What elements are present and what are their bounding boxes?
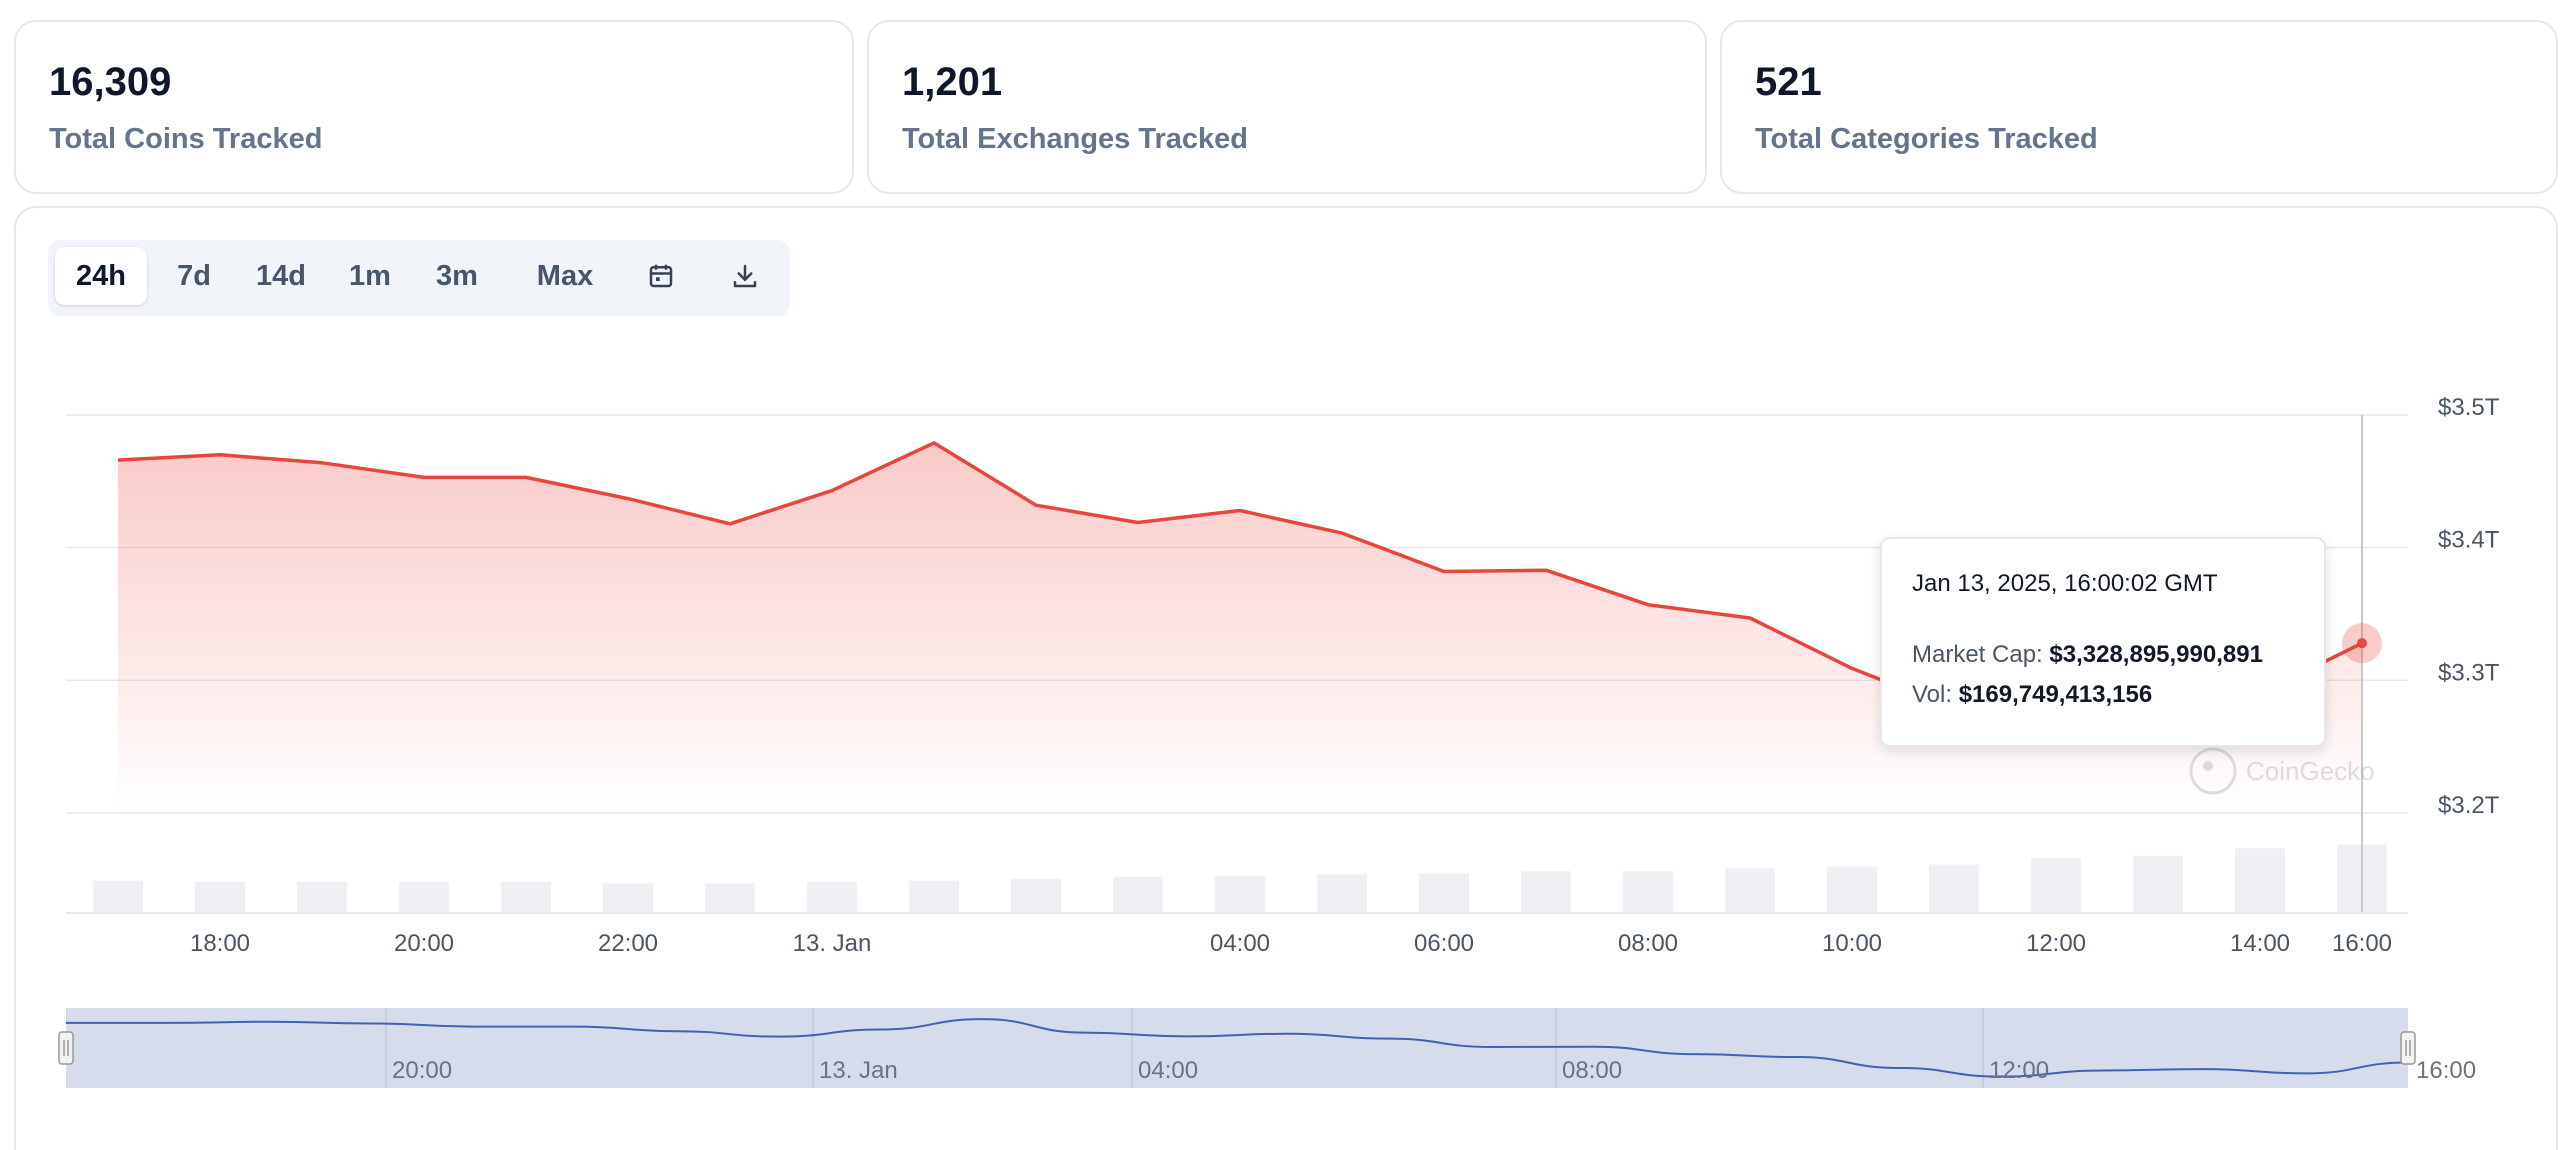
volume-bar bbox=[1215, 875, 1265, 913]
stat-card-coins: 16,309 Total Coins Tracked bbox=[14, 20, 854, 194]
volume-bar bbox=[1521, 871, 1571, 913]
x-tick-label: 20:00 bbox=[394, 930, 454, 957]
volume-bar bbox=[2235, 848, 2285, 913]
navigator-tick-label: 04:00 bbox=[1138, 1057, 1198, 1084]
volume-bar bbox=[501, 881, 551, 913]
volume-bar bbox=[1725, 868, 1775, 913]
tooltip-market-cap-label: Market Cap: bbox=[1912, 641, 2043, 668]
y-tick-label: $3.4T bbox=[2438, 527, 2500, 554]
stat-value: 16,309 bbox=[49, 60, 172, 104]
y-axis-labels: $3.5T $3.4T $3.3T $3.2T bbox=[2438, 394, 2500, 819]
volume-bar bbox=[603, 883, 653, 913]
stat-card-exchanges: 1,201 Total Exchanges Tracked bbox=[867, 20, 1707, 194]
navigator-handle-left[interactable] bbox=[58, 1031, 74, 1065]
coingecko-watermark: CoinGecko bbox=[2188, 746, 2388, 796]
x-tick-label: 14:00 bbox=[2230, 930, 2290, 957]
range-button-24h[interactable]: 24h bbox=[55, 247, 147, 305]
x-tick-label: 16:00 bbox=[2332, 930, 2392, 957]
navigator-grid bbox=[385, 1008, 1984, 1088]
range-button-max[interactable]: Max bbox=[536, 260, 594, 292]
volume-bar bbox=[1827, 866, 1877, 913]
volume-bar bbox=[909, 880, 959, 913]
navigator-labels: 20:00 13. Jan 04:00 08:00 12:00 16:00 bbox=[392, 1057, 2476, 1084]
navigator-window[interactable] bbox=[66, 1008, 2408, 1088]
volume-bar bbox=[93, 880, 143, 913]
tooltip-market-cap-value: $3,328,895,990,891 bbox=[2049, 641, 2263, 668]
x-tick-label: 12:00 bbox=[2026, 930, 2086, 957]
stat-label: Total Categories Tracked bbox=[1755, 123, 2098, 155]
tooltip-date: Jan 13, 2025, 16:00:02 GMT bbox=[1912, 570, 2218, 597]
volume-bar bbox=[1011, 878, 1061, 913]
calendar-icon[interactable] bbox=[632, 247, 690, 305]
volume-bar bbox=[1113, 876, 1163, 913]
navigator-tick-label: 16:00 bbox=[2416, 1057, 2476, 1084]
x-axis-labels: 18:00 20:00 22:00 13. Jan 04:00 06:00 08:00 10:… bbox=[190, 930, 2392, 957]
tooltip-vol-label: Vol: bbox=[1912, 681, 1953, 708]
volume-bar bbox=[297, 881, 347, 913]
tooltip-volume: Vol: $169,749,413,156 bbox=[1912, 681, 2152, 709]
navigator-tick-label: 12:00 bbox=[1989, 1057, 2049, 1084]
range-button-14d[interactable]: 14d bbox=[256, 260, 306, 292]
volume-bars bbox=[93, 844, 2387, 913]
volume-bar bbox=[1317, 874, 1367, 913]
stat-label: Total Coins Tracked bbox=[49, 123, 323, 155]
x-tick-label: 10:00 bbox=[1822, 930, 1882, 957]
volume-bar bbox=[2031, 858, 2081, 913]
volume-bar bbox=[2133, 855, 2183, 913]
y-tick-label: $3.2T bbox=[2438, 792, 2500, 819]
volume-bar bbox=[1929, 864, 1979, 913]
volume-bar bbox=[195, 881, 245, 913]
volume-bar bbox=[807, 881, 857, 913]
volume-bar bbox=[705, 883, 755, 913]
x-tick-label: 22:00 bbox=[598, 930, 658, 957]
x-tick-label: 13. Jan bbox=[793, 930, 872, 957]
coingecko-logo-icon bbox=[2189, 747, 2237, 795]
range-selector: 24h 7d 14d 1m 3m Max bbox=[48, 240, 790, 316]
market-cap-area bbox=[118, 442, 2362, 813]
tooltip-market-cap: Market Cap: $3,328,895,990,891 bbox=[1912, 641, 2263, 669]
y-tick-label: $3.3T bbox=[2438, 659, 2500, 686]
navigator-tick-label: 08:00 bbox=[1562, 1057, 1622, 1084]
volume-bar bbox=[399, 881, 449, 913]
stat-card-categories: 521 Total Categories Tracked bbox=[1720, 20, 2558, 194]
tooltip-vol-value: $169,749,413,156 bbox=[1958, 681, 2153, 708]
download-icon[interactable] bbox=[716, 247, 774, 305]
hover-marker bbox=[2357, 638, 2367, 649]
stat-value: 521 bbox=[1755, 60, 1822, 104]
volume-bar bbox=[1623, 871, 1673, 913]
navigator-tick-label: 20:00 bbox=[392, 1057, 452, 1084]
x-tick-label: 04:00 bbox=[1210, 930, 1270, 957]
stat-label: Total Exchanges Tracked bbox=[902, 123, 1248, 155]
x-tick-label: 06:00 bbox=[1414, 930, 1474, 957]
range-button-3m[interactable]: 3m bbox=[436, 260, 478, 292]
stat-value: 1,201 bbox=[902, 60, 1003, 104]
x-tick-label: 08:00 bbox=[1618, 930, 1678, 957]
navigator-tick-label: 13. Jan bbox=[819, 1057, 898, 1084]
watermark-text: CoinGecko bbox=[2246, 755, 2375, 786]
navigator-line bbox=[65, 1018, 2409, 1078]
x-tick-label: 18:00 bbox=[190, 930, 250, 957]
range-button-7d[interactable]: 7d bbox=[177, 260, 211, 292]
range-button-1m[interactable]: 1m bbox=[349, 260, 391, 292]
volume-bar bbox=[1419, 873, 1469, 913]
navigator-handle-right[interactable] bbox=[2400, 1031, 2416, 1065]
chart-tooltip: Jan 13, 2025, 16:00:02 GMT Market Cap: $… bbox=[1880, 537, 2326, 747]
y-tick-label: $3.5T bbox=[2438, 394, 2500, 421]
